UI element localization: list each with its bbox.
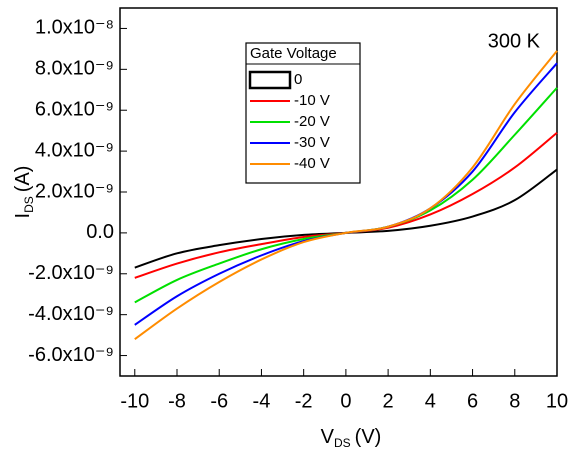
x-tick-label: 8 (509, 390, 520, 412)
x-tick-label: -2 (295, 390, 313, 412)
legend-box (245, 42, 361, 184)
x-tick-label: 4 (425, 390, 436, 412)
y-tick-label: -2.0x10⁻⁹ (28, 262, 114, 284)
x-tick-label: -8 (168, 390, 186, 412)
legend-swatch (248, 70, 292, 90)
y-tick-label: -4.0x10⁻⁹ (28, 303, 114, 325)
annotation: 300 K (488, 30, 541, 52)
x-tick-label: -4 (253, 390, 271, 412)
y-tick-label: 2.0x10⁻⁹ (35, 180, 114, 202)
y-tick-label: 8.0x10⁻⁹ (35, 58, 114, 80)
legend-label: 0 (294, 71, 302, 88)
y-tick-label: 4.0x10⁻⁹ (35, 139, 114, 161)
x-tick-label: -6 (210, 390, 228, 412)
y-tick-label: 0.0 (86, 221, 114, 243)
legend-title: Gate Voltage (250, 45, 337, 62)
legend-label: -30 V (294, 134, 330, 151)
x-axis-label: VDS (V) (321, 426, 382, 450)
x-tick-label: 2 (383, 390, 394, 412)
series-line (134, 50, 558, 341)
x-tick-label: -10 (120, 390, 149, 412)
legend-label: -40 V (294, 155, 330, 172)
y-tick-label: 1.0x10⁻⁸ (35, 17, 114, 39)
legend: Gate Voltage (245, 42, 361, 184)
y-tick-label: -6.0x10⁻⁹ (28, 344, 114, 366)
legend-label: -20 V (294, 113, 330, 130)
x-tick-label: 10 (546, 390, 568, 412)
x-tick-label: 0 (340, 390, 351, 412)
y-tick-label: 6.0x10⁻⁹ (35, 99, 114, 121)
x-tick-label: 6 (467, 390, 478, 412)
y-axis-label: IDS(A) (12, 166, 36, 219)
legend-label: -10 V (294, 92, 330, 109)
series-line (134, 168, 558, 269)
